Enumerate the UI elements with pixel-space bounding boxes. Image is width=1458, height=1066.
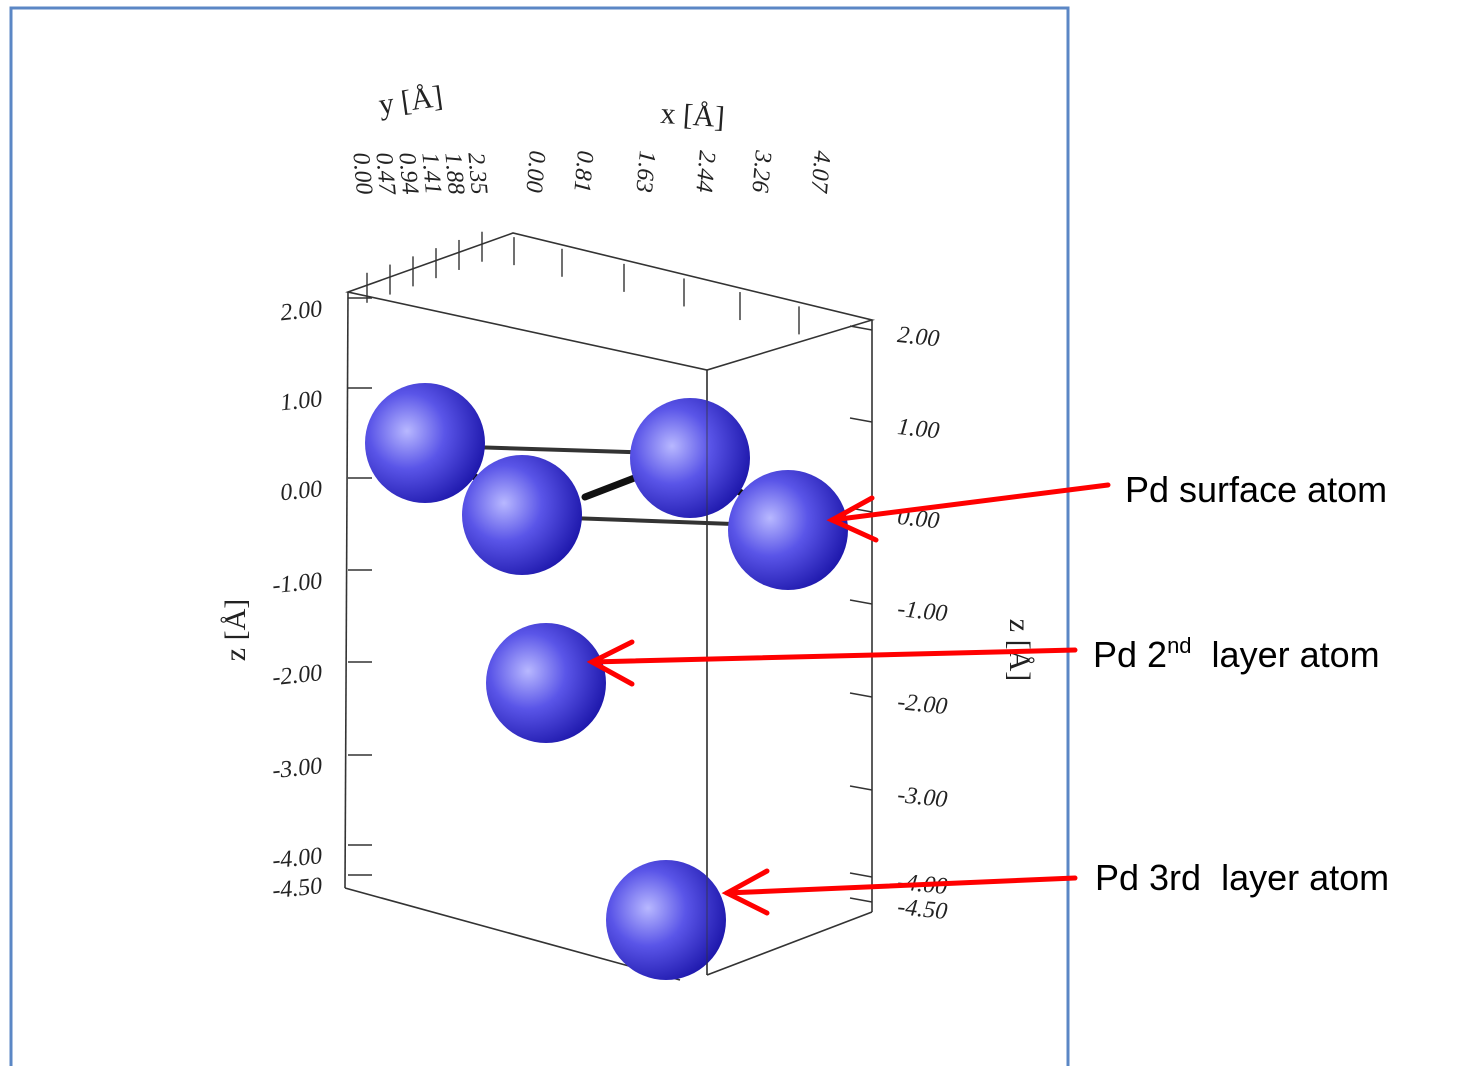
x-tick-label: 0.00	[520, 149, 550, 193]
x-tick-label: 4.07	[805, 149, 835, 194]
z-tick-label-left: 0.00	[279, 476, 323, 506]
z-tick-label-right: 1.00	[896, 414, 940, 444]
z-tick-label-left: -2.00	[271, 660, 323, 691]
x-tick-label: 0.81	[568, 149, 598, 193]
z-tick-label-right: 2.00	[896, 322, 940, 352]
z-tick-label-left: 2.00	[279, 296, 323, 326]
x-tick-label: 2.44	[690, 149, 720, 193]
annotation-text: layer atom	[1192, 634, 1380, 675]
z-tick-label-right: -3.00	[896, 782, 948, 813]
z-tick-label-left: -3.00	[271, 753, 323, 784]
annotation: Pd 3rd layer atom	[1095, 857, 1389, 898]
z-tick-label-left: 1.00	[279, 386, 323, 416]
x-tick-label: 1.63	[630, 149, 660, 193]
z-tick-label-right: -4.50	[896, 894, 948, 925]
z-tick-label-right: -2.00	[896, 689, 948, 720]
x-tick-label: 3.26	[746, 148, 776, 193]
z-tick-label-left: -4.00	[271, 843, 323, 874]
z-tick-label-left: -1.00	[271, 568, 323, 599]
z-tick-label-left: -4.50	[271, 873, 323, 904]
y-tick-label: 2.35	[462, 151, 492, 195]
z-axis-label-left: z [Å]	[219, 599, 252, 661]
annotation-superscript: nd	[1167, 633, 1191, 658]
figure: 0.000.811.632.443.264.070.000.470.941.41…	[0, 0, 1458, 1066]
annotation: Pd surface atom	[1125, 469, 1387, 510]
z-tick-label-right: -1.00	[896, 596, 948, 627]
annotation-text: Pd 2	[1093, 634, 1167, 675]
annotation: Pd 2nd layer atom	[1093, 633, 1380, 675]
x-axis-label: x [Å]	[660, 97, 726, 134]
